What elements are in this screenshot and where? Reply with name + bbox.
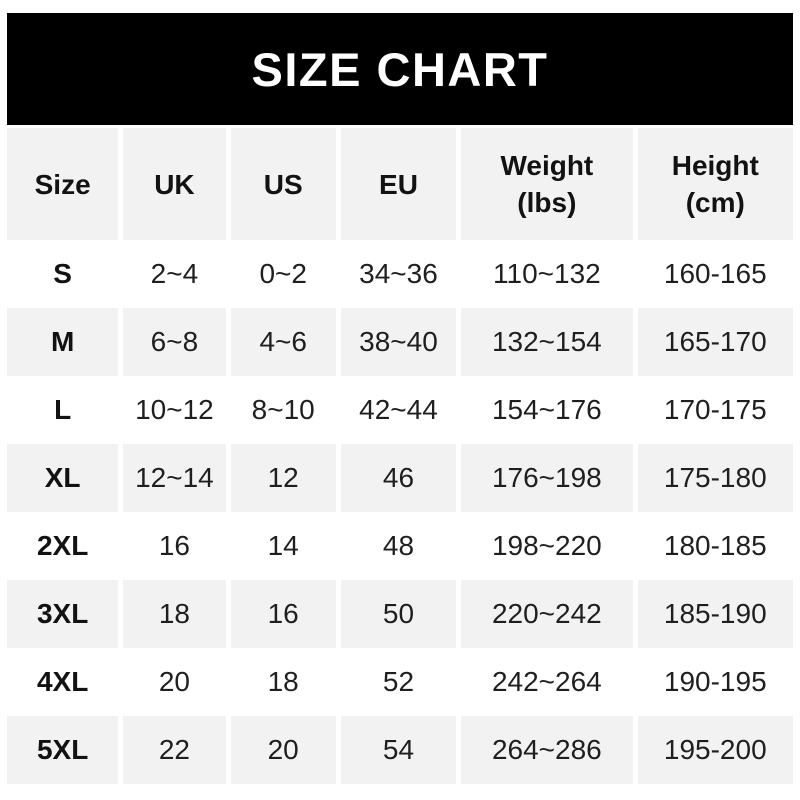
cell-height: 175-180 (637, 444, 793, 512)
cell-height: 190-195 (637, 648, 793, 716)
cell-size: 4XL (7, 648, 119, 716)
cell-height: 165-170 (637, 308, 793, 376)
cell-height: 185-190 (637, 580, 793, 648)
cell-eu: 34~36 (340, 240, 457, 308)
column-header-height: Height (cm) (637, 128, 793, 240)
cell-uk: 10~12 (123, 376, 226, 444)
table-row-2xl: 2XL 16 14 48 198~220 180-185 (7, 512, 793, 580)
table-row-4xl: 4XL 20 18 52 242~264 190-195 (7, 648, 793, 716)
cell-uk: 6~8 (123, 308, 226, 376)
table-row-s: S 2~4 0~2 34~36 110~132 160-165 (7, 240, 793, 308)
cell-weight: 154~176 (461, 376, 633, 444)
column-header-sub: (cm) (685, 187, 745, 218)
cell-height: 170-175 (637, 376, 793, 444)
column-header-us: US (230, 128, 336, 240)
cell-uk: 12~14 (123, 444, 226, 512)
cell-us: 8~10 (230, 376, 336, 444)
cell-weight: 220~242 (461, 580, 633, 648)
cell-size: 2XL (7, 512, 119, 580)
cell-weight: 110~132 (461, 240, 633, 308)
table-row-m: M 6~8 4~6 38~40 132~154 165-170 (7, 308, 793, 376)
page-title: SIZE CHART (251, 42, 549, 96)
cell-uk: 2~4 (123, 240, 226, 308)
table-row-xl: XL 12~14 12 46 176~198 175-180 (7, 444, 793, 512)
column-header-size: Size (7, 128, 119, 240)
cell-size: 3XL (7, 580, 119, 648)
column-header-label: Height (671, 150, 759, 181)
table-row-5xl: 5XL 22 20 54 264~286 195-200 (7, 716, 793, 784)
cell-height: 160-165 (637, 240, 793, 308)
column-header-sub: (lbs) (517, 187, 577, 218)
cell-us: 16 (230, 580, 336, 648)
table-row-3xl: 3XL 18 16 50 220~242 185-190 (7, 580, 793, 648)
column-header-label: Weight (500, 150, 594, 181)
cell-eu: 46 (340, 444, 457, 512)
cell-eu: 54 (340, 716, 457, 784)
cell-eu: 42~44 (340, 376, 457, 444)
cell-eu: 50 (340, 580, 457, 648)
cell-us: 0~2 (230, 240, 336, 308)
cell-size: L (7, 376, 119, 444)
cell-size: XL (7, 444, 119, 512)
cell-us: 14 (230, 512, 336, 580)
cell-weight: 176~198 (461, 444, 633, 512)
cell-eu: 48 (340, 512, 457, 580)
cell-weight: 132~154 (461, 308, 633, 376)
cell-eu: 38~40 (340, 308, 457, 376)
size-chart-banner: SIZE CHART (7, 13, 793, 125)
cell-uk: 20 (123, 648, 226, 716)
cell-height: 195-200 (637, 716, 793, 784)
cell-us: 4~6 (230, 308, 336, 376)
cell-uk: 16 (123, 512, 226, 580)
cell-eu: 52 (340, 648, 457, 716)
column-header-weight: Weight (lbs) (461, 128, 633, 240)
cell-size: S (7, 240, 119, 308)
column-header-label: UK (154, 168, 195, 200)
cell-us: 20 (230, 716, 336, 784)
column-header-label: EU (379, 168, 418, 200)
cell-uk: 22 (123, 716, 226, 784)
size-chart-page: SIZE CHART Size UK US EU Weight (lbs) (0, 13, 800, 800)
cell-us: 18 (230, 648, 336, 716)
column-header-eu: EU (340, 128, 457, 240)
table-row-l: L 10~12 8~10 42~44 154~176 170-175 (7, 376, 793, 444)
column-header-label: Size (34, 168, 91, 200)
table-header-row: Size UK US EU Weight (lbs) Height (cm) (7, 128, 793, 240)
cell-weight: 198~220 (461, 512, 633, 580)
cell-weight: 264~286 (461, 716, 633, 784)
size-table: Size UK US EU Weight (lbs) Height (cm) (7, 128, 793, 784)
cell-us: 12 (230, 444, 336, 512)
column-header-uk: UK (123, 128, 226, 240)
cell-size: 5XL (7, 716, 119, 784)
cell-uk: 18 (123, 580, 226, 648)
cell-height: 180-185 (637, 512, 793, 580)
column-header-label: US (263, 168, 303, 200)
cell-weight: 242~264 (461, 648, 633, 716)
cell-size: M (7, 308, 119, 376)
